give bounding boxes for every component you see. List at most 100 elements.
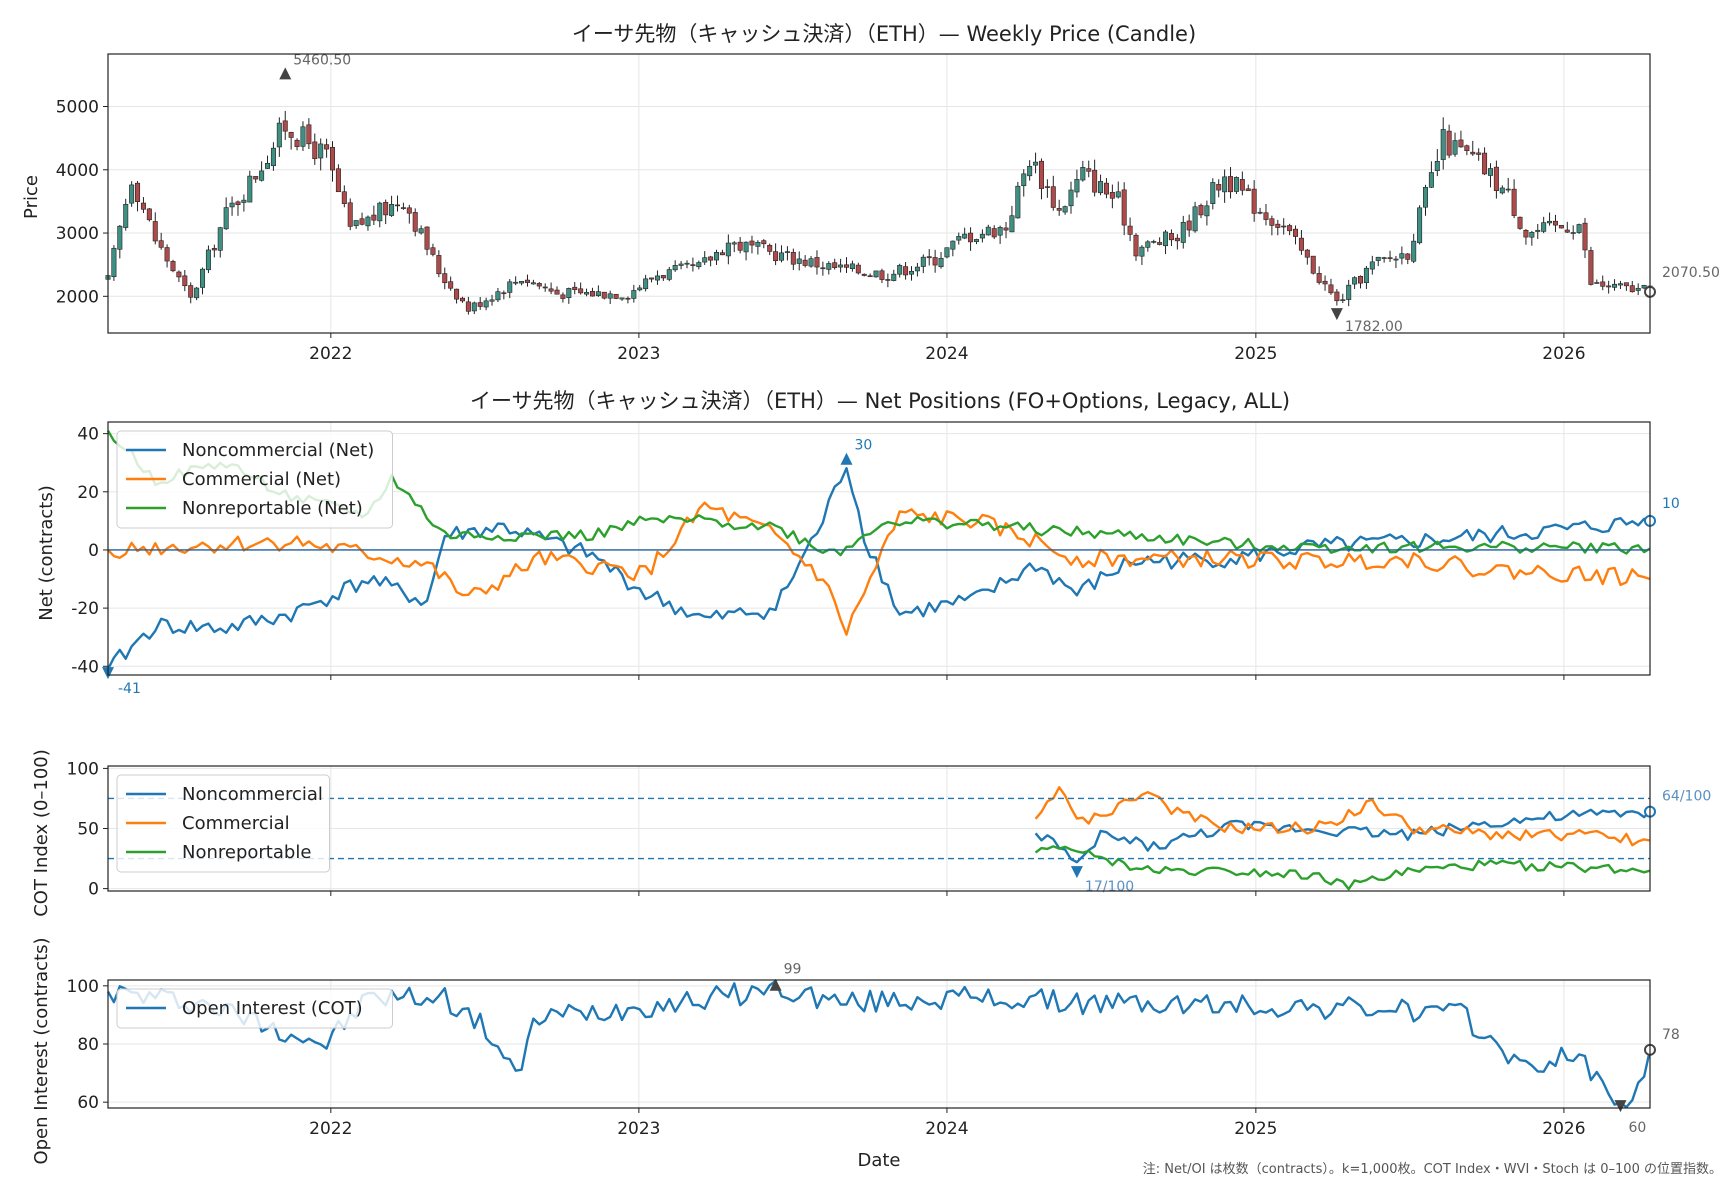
candle-body — [1606, 285, 1612, 288]
candle-body — [454, 288, 460, 300]
cot-x-ticks — [330, 891, 1565, 896]
candle-body — [844, 264, 850, 268]
legend-label: Noncommercial — [182, 784, 323, 805]
candle-body — [383, 201, 389, 216]
oi-legend: Open Interest (COT) — [116, 988, 393, 1029]
candle-body — [1476, 152, 1482, 155]
candle-body — [696, 262, 702, 268]
candle-body — [194, 287, 200, 299]
candle-body — [643, 278, 649, 290]
candle-body — [1641, 284, 1647, 289]
candle-body — [1352, 277, 1358, 285]
candle-body — [702, 257, 708, 263]
candle-body — [176, 271, 182, 278]
candle-body — [205, 249, 211, 271]
candle-body — [885, 279, 891, 281]
candle-body — [1505, 188, 1511, 191]
candle-body — [779, 252, 785, 261]
candle-body — [1251, 188, 1257, 214]
candle-body — [1139, 246, 1145, 257]
candle-body — [389, 204, 395, 216]
candle-body — [1340, 299, 1346, 301]
oi-x-label: Date — [857, 1150, 900, 1171]
candle-body — [164, 247, 170, 262]
candle-body — [666, 269, 672, 280]
net-panel: イーサ先物（キャッシュ決済）（ETH）— Net Positions (FO+O… — [36, 389, 1680, 697]
candle-body — [365, 216, 371, 227]
candle-body — [589, 291, 595, 297]
y-tick-label: 100 — [67, 977, 99, 997]
candle-body — [1293, 228, 1299, 237]
cot-y-ticks: 0 50 100 — [67, 759, 108, 900]
y-tick-label: 2000 — [56, 287, 99, 307]
price-candles — [105, 110, 1653, 315]
candle-body — [1109, 192, 1115, 199]
candle-body — [312, 141, 318, 160]
candle-body — [1269, 218, 1275, 226]
candle-body — [1363, 267, 1369, 284]
candle-body — [188, 285, 194, 298]
candle-body — [241, 199, 247, 203]
candle-body — [1387, 257, 1393, 259]
candle-body — [1612, 283, 1618, 288]
legend-box — [116, 988, 393, 1029]
price-frame — [107, 53, 1651, 334]
price-annotations: 5460.50 1782.00 2070.50 — [279, 52, 1720, 335]
candle-body — [536, 283, 542, 287]
candle-body — [259, 170, 265, 181]
cot-min-marker — [1070, 866, 1083, 879]
candle-body — [1541, 222, 1547, 232]
x-tick-label: 2024 — [925, 1119, 968, 1139]
candle-body — [548, 288, 554, 292]
annotation-label: 99 — [784, 962, 802, 978]
candle-body — [1287, 225, 1293, 232]
candle-body — [1452, 140, 1458, 155]
x-tick-label: 2022 — [309, 1119, 352, 1139]
x-tick-label: 2023 — [617, 344, 660, 364]
candle-body — [861, 273, 867, 276]
candle-body — [1103, 182, 1109, 195]
candle-body — [737, 241, 743, 251]
oi-y-ticks: 60 80 100 — [67, 977, 108, 1113]
candle-body — [1405, 253, 1411, 260]
candle-body — [1033, 161, 1039, 166]
candle-body — [956, 236, 962, 241]
y-tick-label: 40 — [77, 425, 99, 445]
annotation-label: 64/100 — [1662, 789, 1711, 805]
legend-box — [116, 774, 330, 873]
candle-body — [1487, 168, 1493, 176]
candle-body — [1393, 258, 1399, 261]
candle-body — [554, 289, 560, 295]
candle-body — [731, 242, 737, 245]
candle-body — [359, 218, 365, 225]
candle-body — [826, 263, 832, 270]
y-tick-label: 0 — [88, 541, 99, 561]
candle-body — [1346, 284, 1352, 300]
candle-body — [1056, 208, 1062, 211]
candle-body — [855, 264, 861, 274]
candle-body — [324, 144, 330, 150]
candle-body — [784, 251, 790, 253]
candle-body — [1009, 215, 1015, 233]
candle-body — [867, 275, 873, 278]
candle-body — [1535, 229, 1541, 232]
candle-body — [1168, 233, 1174, 241]
candle-body — [749, 240, 755, 246]
candle-body — [524, 279, 530, 283]
candle-body — [832, 262, 838, 269]
x-tick-label: 2026 — [1542, 344, 1585, 364]
series-line-2 — [1034, 786, 1651, 847]
candle-body — [1015, 185, 1021, 219]
candle-body — [465, 301, 471, 312]
candle-body — [684, 262, 690, 265]
candle-body — [542, 286, 548, 289]
candle-body — [1629, 285, 1635, 293]
candle-body — [1594, 282, 1600, 284]
y-tick-label: -20 — [71, 599, 99, 619]
oi-annotations: 99 60 78 — [769, 962, 1680, 1136]
candle-body — [111, 247, 117, 278]
candle-body — [962, 233, 968, 239]
net-frame — [107, 421, 1651, 676]
candle-body — [459, 297, 465, 302]
price-y-ticks: 2000 3000 4000 5000 — [56, 98, 108, 307]
